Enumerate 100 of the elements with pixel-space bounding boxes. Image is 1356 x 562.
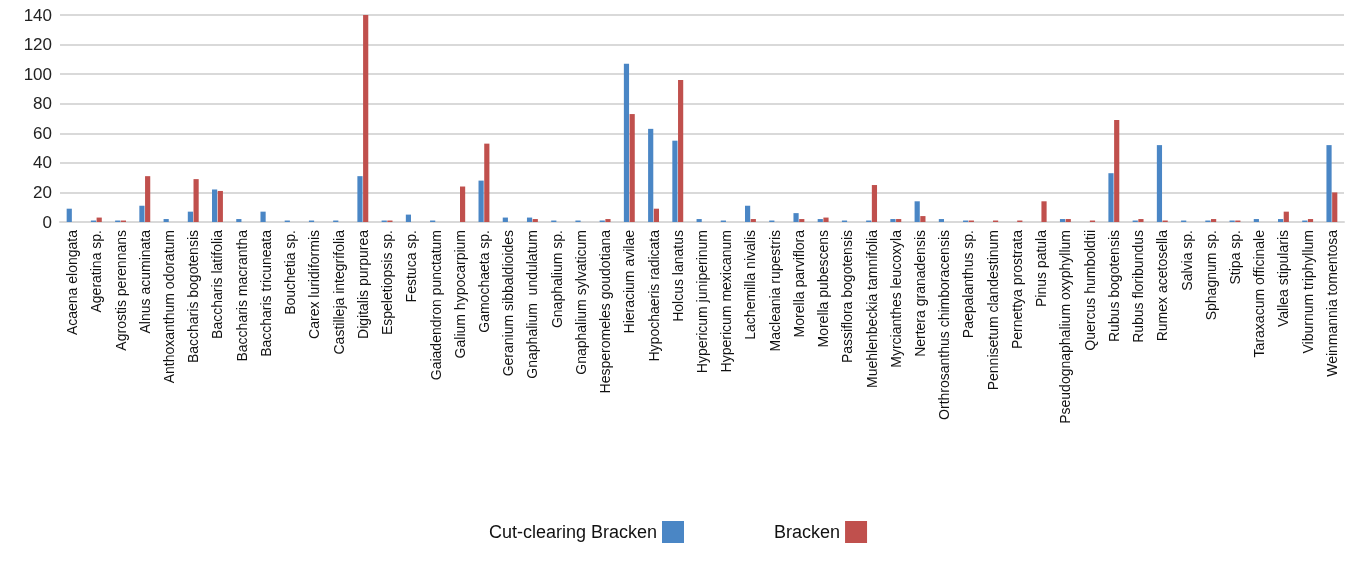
bar bbox=[1108, 173, 1114, 222]
x-tick-label: Acaena elongata bbox=[64, 229, 81, 336]
bar bbox=[478, 180, 484, 222]
x-tick-label: Myrcianthes leucoxyla bbox=[887, 229, 904, 368]
bar bbox=[1253, 219, 1259, 222]
x-tick-label: Pennisetum clandestinum bbox=[984, 230, 1001, 391]
bar bbox=[212, 189, 218, 222]
bar bbox=[460, 186, 466, 222]
bar bbox=[799, 219, 805, 222]
x-tick-label: Gnaphalium undulatum bbox=[524, 230, 541, 379]
bar bbox=[920, 216, 926, 222]
legend-label: Cut-clearing Bracken bbox=[488, 522, 658, 542]
x-tick-label: Nertera granadensis bbox=[912, 230, 929, 357]
x-tick-label: Pinus patula bbox=[1033, 229, 1050, 308]
x-tick-label: Anthoxanthum odoratum bbox=[161, 230, 178, 384]
bar bbox=[405, 214, 412, 222]
y-tick-label: 20 bbox=[33, 182, 52, 202]
bar bbox=[217, 190, 223, 222]
x-tick-label: Agrostis perennans bbox=[112, 230, 129, 351]
x-tick-label: Viburnum triphyllum bbox=[1299, 230, 1316, 354]
x-tick-label: Gnaphalium sylvaticum bbox=[572, 230, 589, 375]
bar bbox=[1277, 219, 1284, 222]
bar bbox=[653, 208, 659, 222]
bar bbox=[193, 179, 199, 222]
bar bbox=[605, 219, 611, 222]
bar bbox=[145, 176, 151, 222]
x-tick-label: Hieracium avilae bbox=[621, 229, 638, 334]
bar bbox=[678, 80, 684, 222]
bar bbox=[1211, 219, 1217, 222]
bar bbox=[357, 176, 363, 222]
x-tick-label: Bouchetia sp. bbox=[282, 230, 299, 315]
x-tick-label: Galium hypocarpium bbox=[451, 230, 468, 359]
bar bbox=[817, 219, 823, 222]
bar bbox=[823, 217, 829, 222]
x-tick-label: Sphagnum sp. bbox=[1202, 230, 1219, 321]
x-tick-label: Macleania rupestris bbox=[766, 230, 783, 352]
bar bbox=[484, 143, 490, 222]
bar bbox=[1041, 201, 1047, 222]
bar bbox=[890, 219, 896, 222]
bar bbox=[1326, 145, 1332, 222]
bar bbox=[66, 208, 72, 222]
x-tick-label: Ageratina sp. bbox=[88, 230, 105, 313]
x-tick-label: Gnaphalium sp. bbox=[548, 230, 565, 329]
bar bbox=[1307, 219, 1314, 222]
x-tick-label: Stipa sp. bbox=[1226, 230, 1243, 285]
bar bbox=[696, 219, 702, 222]
bar bbox=[1332, 192, 1338, 222]
x-tick-label: Gamochaeta sp. bbox=[475, 230, 492, 333]
x-tick-label: Hesperomeles goudotiana bbox=[597, 229, 614, 394]
x-tick-label: Quercus humboldtii bbox=[1081, 230, 1098, 351]
bar bbox=[871, 185, 878, 222]
y-tick-label: 60 bbox=[33, 123, 52, 143]
x-tick-label: Espeletiopsis sp. bbox=[379, 230, 396, 336]
x-tick-label: Morella pubescens bbox=[815, 230, 832, 348]
bar bbox=[1059, 219, 1066, 222]
x-tick-label: Pernettya prostrata bbox=[1008, 229, 1025, 350]
y-tick-label: 100 bbox=[23, 64, 52, 84]
x-tick-label: Hypochaeris radicata bbox=[645, 229, 662, 362]
y-tick-label: 140 bbox=[23, 5, 52, 25]
x-tick-label: Paepalanthus sp. bbox=[960, 230, 977, 339]
x-tick-label: Weinmannia tomentosa bbox=[1323, 229, 1340, 377]
bar bbox=[745, 205, 751, 222]
x-tick-label: Baccharis bogotensis bbox=[185, 230, 202, 364]
bar bbox=[260, 211, 266, 222]
bar bbox=[532, 219, 538, 222]
bar bbox=[938, 219, 944, 222]
bar bbox=[623, 63, 630, 222]
bar bbox=[1065, 219, 1071, 222]
x-tick-label: Rumex acetosella bbox=[1154, 229, 1171, 342]
y-tick-label: 80 bbox=[33, 94, 52, 114]
bar bbox=[672, 140, 678, 222]
bar bbox=[793, 213, 799, 222]
x-tick-label: Orthrosanthus chimboracensis bbox=[936, 230, 953, 420]
bar bbox=[363, 15, 369, 222]
x-tick-label: Hypericum juniperinum bbox=[694, 230, 710, 374]
x-tick-label: Gaiadendron punctatum bbox=[427, 230, 444, 381]
y-tick-label: 0 bbox=[42, 212, 52, 232]
y-tick-label: 40 bbox=[33, 153, 52, 173]
x-tick-label: Digitalis purpurea bbox=[354, 229, 371, 339]
x-tick-label: Holcus lanatus bbox=[669, 230, 686, 322]
x-tick-label: Geranium sibbaldioides bbox=[500, 230, 517, 377]
x-tick-label: Festuca sp. bbox=[403, 230, 420, 303]
bar bbox=[750, 219, 756, 222]
x-tick-label: Muehlenbeckia tamnifolia bbox=[863, 229, 880, 388]
x-tick-label: Hypericum mexicanum bbox=[718, 230, 735, 373]
y-tick-label: 120 bbox=[23, 35, 52, 55]
bar bbox=[1114, 119, 1120, 222]
bar bbox=[187, 211, 193, 222]
bar bbox=[1138, 219, 1144, 222]
x-tick-label: Lachemilla nivalis bbox=[742, 230, 759, 340]
x-tick-label: Castilleja integrifolia bbox=[330, 229, 347, 355]
x-tick-label: Baccharis tricuneata bbox=[257, 229, 274, 357]
x-tick-label: Pseudognaphalium oxyphyllum bbox=[1057, 230, 1074, 424]
x-tick-label: Rubus floribundus bbox=[1130, 230, 1147, 343]
bar bbox=[139, 205, 145, 222]
bar bbox=[1156, 145, 1163, 222]
x-tick-label: Rubus bogotensis bbox=[1105, 230, 1122, 343]
legend-label: Bracken bbox=[774, 522, 841, 542]
bar bbox=[163, 219, 169, 222]
bar bbox=[236, 219, 242, 222]
